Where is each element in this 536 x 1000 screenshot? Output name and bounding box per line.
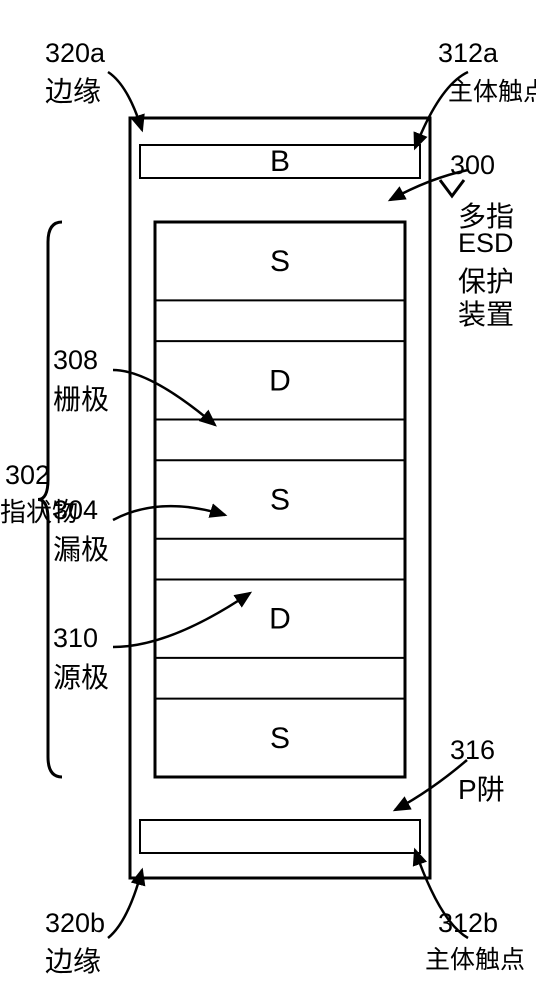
svg-text:D: D [269,603,291,636]
ref-316: 316 [450,735,495,766]
svg-text:S: S [270,484,290,517]
svg-text:D: D [269,364,291,397]
lbl-device-line1: ESD [458,228,514,259]
ref-320a: 320a [45,38,105,69]
svg-text:S: S [270,722,290,755]
ref-312a: 312a [438,38,498,69]
ref-310: 310 [53,623,98,654]
ref-312b: 312b [438,908,498,939]
ref-320b: 320b [45,908,105,939]
lbl-gate: 栅极 [53,378,109,418]
lbl-body-contact-a: 主体触点 [448,72,536,108]
lbl-drain: 漏极 [53,528,109,568]
lbl-device-line3: 装置 [458,293,514,333]
arrow-300 [438,178,468,200]
lbl-fingers: 指状物 [0,492,50,529]
ref-302: 302 [5,460,50,491]
lbl-edge-b: 边缘 [45,940,101,980]
lbl-pwell: P阱 [458,768,505,808]
svg-text:S: S [270,245,290,278]
body-contact-letter: B [270,145,290,179]
ref-300: 300 [450,150,495,181]
lbl-source: 源极 [53,656,109,696]
lbl-edge-a: 边缘 [45,70,101,110]
ref-308: 308 [53,345,98,376]
lbl-body-contact-b: 主体触点 [425,940,525,976]
